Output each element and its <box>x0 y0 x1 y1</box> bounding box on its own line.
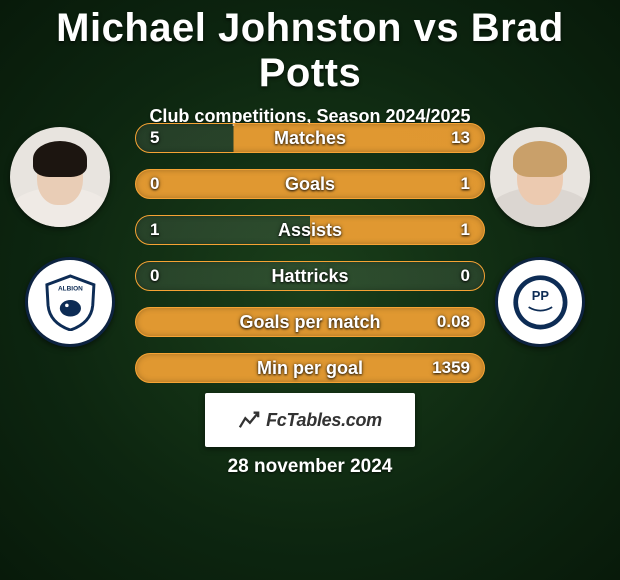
branding-badge: FcTables.com <box>205 393 415 447</box>
stat-row: Goals per match0.08 <box>135 307 485 337</box>
stat-label: Goals per match <box>136 312 484 333</box>
chart-icon <box>238 409 260 431</box>
shield-icon: ALBION <box>41 273 100 332</box>
comparison-card: Michael Johnston vs Brad Potts Club comp… <box>0 0 620 580</box>
branding-text: FcTables.com <box>266 410 382 431</box>
avatar-hair <box>513 141 567 177</box>
stat-row: Min per goal1359 <box>135 353 485 383</box>
stat-right-value: 1359 <box>432 358 470 378</box>
stat-label: Goals <box>136 174 484 195</box>
svg-text:ALBION: ALBION <box>58 285 83 292</box>
page-title: Michael Johnston vs Brad Potts <box>0 0 620 96</box>
stat-left-value: 1 <box>150 220 159 240</box>
stat-right-value: 1 <box>461 174 470 194</box>
stat-right-value: 0.08 <box>437 312 470 332</box>
stat-row: 0Hattricks0 <box>135 261 485 291</box>
stat-right-value: 1 <box>461 220 470 240</box>
stats-list: 5Matches130Goals11Assists10Hattricks0Goa… <box>135 123 485 399</box>
stat-right-value: 13 <box>451 128 470 148</box>
club-left-crest: ALBION <box>25 257 115 347</box>
stat-row: 1Assists1 <box>135 215 485 245</box>
stat-label: Matches <box>136 128 484 149</box>
date-label: 28 november 2024 <box>0 456 620 478</box>
stat-label: Assists <box>136 220 484 241</box>
player-left-avatar <box>10 127 110 227</box>
stat-right-value: 0 <box>461 266 470 286</box>
stat-left-value: 5 <box>150 128 159 148</box>
player-right-avatar <box>490 127 590 227</box>
stat-label: Hattricks <box>136 266 484 287</box>
svg-text:PP: PP <box>531 288 549 303</box>
stat-row: 5Matches13 <box>135 123 485 153</box>
club-right-crest: PP <box>495 257 585 347</box>
stat-row: 0Goals1 <box>135 169 485 199</box>
stat-left-value: 0 <box>150 266 159 286</box>
stat-left-value: 0 <box>150 174 159 194</box>
avatar-hair <box>33 141 87 177</box>
shield-icon: PP <box>511 273 570 332</box>
